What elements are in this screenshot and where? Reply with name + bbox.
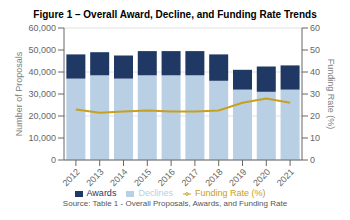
svg-text:2015: 2015 <box>132 167 153 188</box>
svg-text:10: 10 <box>310 133 320 143</box>
svg-text:2019: 2019 <box>227 167 248 188</box>
svg-text:2021: 2021 <box>275 167 296 188</box>
html-text:Source: Table 1 - Overall Prop: Source: Table 1 - Overall Proposals, Awa… <box>62 199 288 208</box>
svg-text:2012: 2012 <box>61 167 82 188</box>
svg-text:0: 0 <box>310 155 315 165</box>
svg-text:60: 60 <box>310 23 320 33</box>
svg-text:60,000: 60,000 <box>28 23 56 33</box>
svg-text:2013: 2013 <box>84 167 105 188</box>
html-text:Figure 1 – Overall Award, Decl: Figure 1 – Overall Award, Decline, and F… <box>33 9 317 20</box>
svg-text:2017: 2017 <box>180 167 201 188</box>
svg-text:30: 30 <box>310 89 320 99</box>
html-text:Declines: Declines <box>138 188 173 198</box>
svg-text:20: 20 <box>310 111 320 121</box>
svg-text:2016: 2016 <box>156 167 177 188</box>
svg-text:10,000: 10,000 <box>28 133 56 143</box>
svg-text:30,000: 30,000 <box>28 89 56 99</box>
svg-text:0: 0 <box>51 155 56 165</box>
svg-text:Number of Proposals: Number of Proposals <box>14 51 24 136</box>
svg-text:Funding Rate (%): Funding Rate (%) <box>326 59 336 130</box>
svg-text:2014: 2014 <box>108 167 129 188</box>
svg-text:2020: 2020 <box>251 167 272 188</box>
svg-text:50: 50 <box>310 45 320 55</box>
svg-text:40: 40 <box>310 67 320 77</box>
svg-text:50,000: 50,000 <box>28 45 56 55</box>
svg-text:40,000: 40,000 <box>28 67 56 77</box>
html-text:Awards: Awards <box>86 188 117 198</box>
svg-text:20,000: 20,000 <box>28 111 56 121</box>
svg-text:2018: 2018 <box>203 167 224 188</box>
html-text:Funding Rate (%): Funding Rate (%) <box>194 188 266 198</box>
